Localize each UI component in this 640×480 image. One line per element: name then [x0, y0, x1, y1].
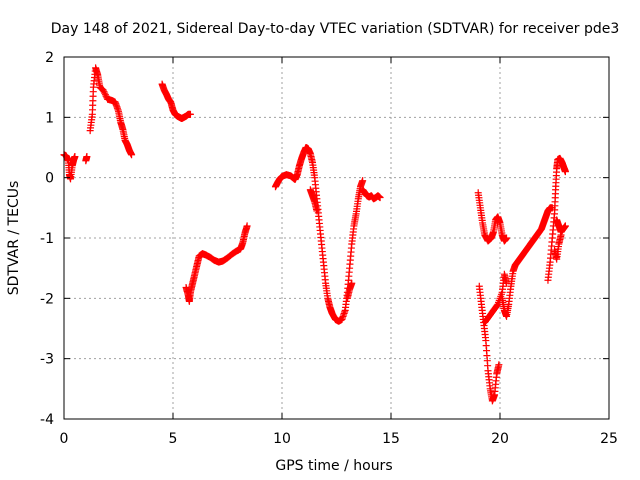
axis-ticks: 0 5 10 15 20 25 -4 -3 -2 -1 0 1 2 — [40, 50, 618, 447]
data-point — [359, 177, 367, 185]
x-tick-label: 20 — [491, 431, 509, 447]
x-tick-label: 25 — [600, 431, 618, 447]
data-point — [100, 88, 108, 96]
data-point — [503, 234, 511, 242]
data-point — [83, 153, 91, 161]
data-point — [376, 194, 384, 202]
data-point — [128, 151, 136, 159]
data-point — [561, 222, 569, 230]
y-tick-label: -3 — [40, 352, 54, 368]
y-tick-label: 0 — [45, 171, 54, 187]
x-tick-label: 0 — [60, 431, 69, 447]
x-tick-label: 10 — [273, 431, 291, 447]
x-tick-label: 15 — [382, 431, 400, 447]
x-tick-label: 5 — [169, 431, 178, 447]
y-tick-label: -2 — [40, 291, 54, 307]
data-point — [493, 301, 501, 309]
data-point — [557, 231, 565, 239]
grid-lines — [64, 57, 609, 419]
y-tick-label: 2 — [45, 50, 54, 66]
data-points — [60, 64, 569, 405]
data-point — [101, 89, 109, 97]
y-tick-label: -1 — [40, 231, 54, 247]
data-point — [101, 91, 109, 99]
data-point — [495, 361, 503, 369]
chart-title: Day 148 of 2021, Sidereal Day-to-day VTE… — [51, 21, 620, 37]
data-point — [561, 168, 569, 176]
data-point — [71, 153, 79, 161]
data-point — [243, 222, 251, 230]
y-tick-label: 1 — [45, 110, 54, 126]
data-point — [313, 207, 321, 215]
data-point — [348, 279, 356, 287]
data-point — [186, 110, 194, 118]
data-point — [99, 86, 107, 94]
y-tick-label: -4 — [40, 412, 54, 428]
x-axis-label: GPS time / hours — [275, 458, 392, 474]
y-axis-label: SDTVAR / TECUs — [6, 181, 22, 296]
